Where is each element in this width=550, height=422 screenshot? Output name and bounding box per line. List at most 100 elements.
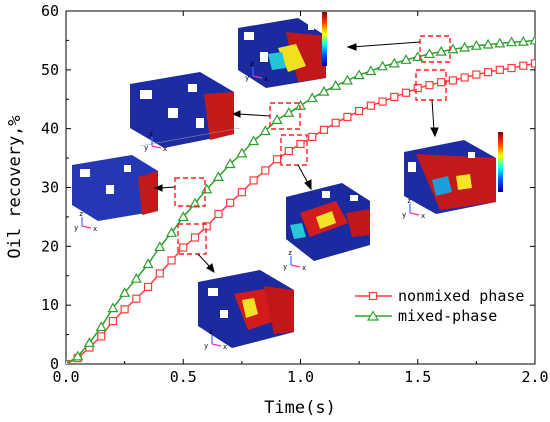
data-point [519, 61, 528, 70]
data-point [154, 241, 166, 252]
saturation-snapshot-5 [404, 132, 503, 214]
data-point [224, 158, 236, 169]
axis-triad-4: y z x [283, 249, 306, 272]
x-tick-label: 1.0 [287, 368, 314, 386]
svg-text:x: x [264, 75, 268, 83]
data-point [482, 38, 494, 49]
legend-label-nonmixed: nonmixed phase [398, 287, 524, 305]
svg-text:y: y [204, 342, 208, 350]
svg-text:z: z [79, 210, 83, 218]
data-point [95, 321, 107, 332]
data-point [143, 282, 153, 292]
y-tick-label: 20 [41, 237, 59, 255]
data-point [330, 79, 342, 90]
svg-text:z: z [407, 197, 411, 205]
saturation-snapshot-4 [286, 183, 370, 261]
data-point [425, 81, 434, 90]
data-point [237, 188, 246, 197]
data-point [272, 155, 282, 164]
data-point [331, 118, 340, 127]
axis-triad-6: y z x [204, 328, 227, 351]
data-point [271, 114, 283, 124]
series-layer [66, 34, 535, 364]
y-tick-label: 60 [41, 2, 59, 20]
data-point [132, 294, 141, 303]
callout-annotations [153, 35, 451, 274]
data-point [400, 54, 412, 64]
svg-text:y: y [283, 263, 287, 271]
data-point [459, 41, 471, 52]
x-tick-label: 1.5 [404, 368, 431, 386]
data-point [283, 107, 295, 117]
svg-text:x: x [163, 145, 167, 153]
data-point [495, 65, 504, 74]
legend-marker-mixed [366, 310, 380, 321]
data-point [167, 256, 176, 265]
arrow-2 [431, 99, 435, 131]
svg-text:x: x [93, 225, 97, 233]
axis-triad-2: y z x [144, 130, 167, 153]
saturation-snapshot-2 [130, 72, 241, 148]
y-tick-label: 0 [50, 355, 59, 373]
data-point [165, 227, 178, 237]
data-point [448, 76, 458, 85]
data-point [355, 106, 364, 116]
data-point [308, 132, 317, 142]
data-point [177, 211, 189, 222]
data-point [472, 70, 481, 79]
data-point [378, 97, 387, 106]
data-point [530, 59, 535, 68]
saturation-insets: y z x y z x y z x y z x y [72, 12, 503, 351]
data-point [119, 287, 131, 297]
data-point [120, 305, 129, 314]
highlight-box-1 [419, 35, 451, 63]
svg-text:y: y [402, 211, 406, 219]
highlight-box-2 [415, 69, 447, 101]
x-axis-title: Time(s) [264, 398, 336, 418]
highlight-box-6 [177, 223, 207, 255]
data-point [108, 316, 118, 326]
y-tick-label: 50 [41, 61, 59, 79]
data-point [365, 65, 377, 76]
x-tick-label: 0.0 [52, 368, 79, 386]
x-tick-label: 0.5 [170, 368, 197, 386]
data-point [318, 85, 330, 96]
axis-ticks [65, 10, 536, 365]
data-point [413, 83, 422, 93]
data-point [390, 92, 399, 101]
data-point [377, 60, 389, 71]
svg-text:z: z [250, 60, 254, 68]
saturation-snapshot-3 [72, 155, 158, 221]
tick-labels: 0.0 0.5 1.0 1.5 2.0 0 10 20 30 40 50 60 [41, 2, 549, 386]
data-point [460, 73, 469, 82]
data-point [437, 78, 446, 87]
arrow-3 [237, 113, 271, 117]
svg-text:y: y [74, 224, 78, 232]
data-point [190, 233, 200, 242]
data-point [107, 302, 119, 313]
data-point [353, 69, 365, 80]
data-point [306, 92, 318, 103]
data-point [72, 350, 84, 361]
data-point [212, 171, 224, 182]
data-point [388, 57, 400, 68]
data-point [236, 147, 248, 158]
series-mixed-phase [66, 34, 535, 364]
data-point [83, 337, 95, 347]
data-point [179, 243, 188, 252]
data-point [366, 101, 375, 110]
svg-text:y: y [245, 74, 249, 82]
y-tick-label: 30 [41, 179, 59, 197]
y-tick-label: 10 [41, 296, 59, 314]
axis-triad-1: y z x [245, 60, 268, 83]
y-axis-title: Oil recovery,% [5, 115, 25, 258]
x-tick-label: 2.0 [521, 368, 548, 386]
data-point [97, 332, 106, 341]
data-point [155, 269, 164, 278]
svg-text:x: x [302, 264, 306, 272]
data-point [226, 198, 235, 207]
svg-text:x: x [421, 212, 425, 220]
saturation-snapshot-1 [238, 12, 327, 88]
saturation-snapshot-6 [198, 270, 294, 348]
